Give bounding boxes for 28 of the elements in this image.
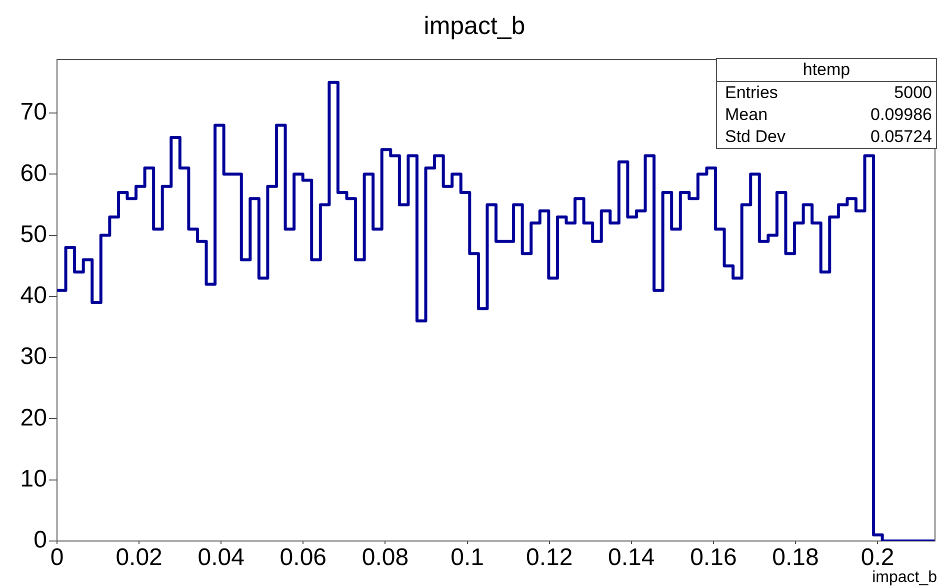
x-tick-label: 0.04 bbox=[198, 544, 244, 572]
x-tick-label: 0.1 bbox=[450, 544, 484, 572]
y-tick-label: 10 bbox=[20, 465, 47, 492]
y-tick-label: 60 bbox=[20, 160, 47, 187]
annotation: Entries bbox=[725, 82, 778, 104]
y-tick-label: 50 bbox=[20, 220, 47, 248]
annotation: htemp bbox=[717, 59, 936, 82]
x-tick-label: 0.2 bbox=[860, 544, 894, 572]
x-tick-label: 0.02 bbox=[116, 544, 162, 572]
annotation: Mean bbox=[725, 104, 768, 126]
annotation: Std Dev bbox=[725, 126, 786, 148]
x-axis-title: impact_b bbox=[872, 569, 937, 586]
x-tick-label: 0.06 bbox=[280, 544, 327, 572]
x-tick-label: 0.14 bbox=[608, 544, 655, 572]
y-tick-label: 30 bbox=[20, 343, 47, 370]
y-tick-label: 20 bbox=[20, 404, 47, 432]
y-tick-label: 0 bbox=[34, 526, 47, 554]
x-tick-label: 0.16 bbox=[690, 544, 737, 572]
x-tick-label: 0 bbox=[50, 544, 64, 572]
chart-title: impact_b bbox=[422, 12, 526, 41]
x-tick-label: 0.18 bbox=[772, 544, 819, 572]
annotation: 0.05724 bbox=[870, 126, 932, 148]
x-tick-label: 0.12 bbox=[526, 544, 573, 572]
y-tick-label: 70 bbox=[20, 98, 47, 126]
y-tick-label: 40 bbox=[20, 282, 47, 310]
annotation: 5000 bbox=[894, 82, 932, 104]
x-tick-label: 0.08 bbox=[362, 544, 409, 572]
annotation: 0.09986 bbox=[870, 104, 932, 126]
